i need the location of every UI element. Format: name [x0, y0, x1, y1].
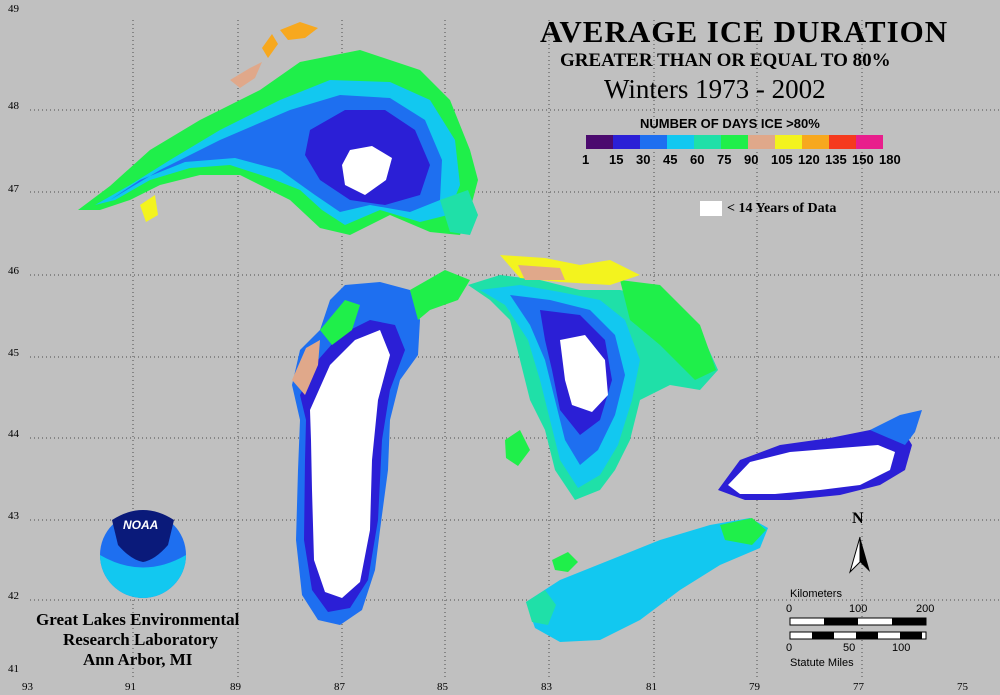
longitude-label: 77	[853, 681, 864, 693]
legend-tick-label: 15	[609, 152, 624, 167]
noaa-logo-text: NOAA	[123, 518, 159, 532]
map-subtitle: GREATER THAN OR EQUAL TO 80%	[560, 50, 891, 71]
scale-km-label: Kilometers	[790, 588, 842, 600]
no-data-label: < 14 Years of Data	[727, 201, 837, 216]
lake-ontario	[718, 410, 922, 500]
period-label: Winters 1973 - 2002	[604, 74, 826, 104]
scale-km-tick-1: 100	[849, 603, 868, 615]
lake-michigan	[292, 270, 470, 625]
longitude-label: 89	[230, 681, 241, 693]
longitude-label: 81	[646, 681, 657, 693]
legend-tick-label: 60	[690, 152, 705, 167]
lake-superior	[78, 22, 478, 235]
legend-tick-label: 105	[771, 152, 793, 167]
longitude-label: 79	[749, 681, 760, 693]
legend-swatch	[829, 135, 856, 149]
north-label: N	[852, 510, 864, 527]
latitude-label: 42	[8, 590, 19, 602]
longitude-label: 85	[437, 681, 448, 693]
scale-mi-tick-1: 50	[843, 642, 856, 654]
legend-swatch	[586, 135, 613, 149]
legend-tick-label: 150	[852, 152, 874, 167]
legend-swatch	[613, 135, 640, 149]
scale-km-tick-0: 0	[786, 603, 793, 615]
legend-swatch	[856, 135, 883, 149]
scale-mi-label: Statute Miles	[790, 657, 854, 669]
legend-swatch	[667, 135, 694, 149]
org-line3: Ann Arbor, MI	[83, 650, 193, 669]
scale-km-tick-2: 200	[916, 603, 935, 615]
map-title: AVERAGE ICE DURATION	[540, 14, 949, 49]
longitude-label: 83	[541, 681, 552, 693]
scale-bar	[789, 617, 927, 640]
legend-swatch	[775, 135, 802, 149]
longitude-label: 93	[22, 681, 33, 693]
org-line2: Research Laboratory	[63, 630, 219, 649]
legend-tick-label: 1	[582, 152, 590, 167]
legend-tick-label: 120	[798, 152, 820, 167]
scale-mi-tick-2: 100	[892, 642, 911, 654]
legend-tick-label: 180	[879, 152, 901, 167]
latitude-label: 41	[8, 663, 19, 675]
legend-tick-label: 30	[636, 152, 651, 167]
latitude-label: 46	[8, 265, 19, 277]
lake-huron	[468, 255, 718, 500]
latitude-label: 49	[8, 3, 19, 15]
legend-tick-label: 75	[717, 152, 732, 167]
lake-erie	[526, 518, 768, 642]
no-data-swatch	[700, 201, 722, 216]
noaa-logo-icon	[100, 510, 186, 598]
latitude-label: 43	[8, 510, 19, 522]
scale-mi-tick-0: 0	[786, 642, 793, 654]
legend-swatch	[640, 135, 667, 149]
legend-swatch	[721, 135, 748, 149]
north-arrow-icon	[848, 536, 870, 574]
org-line1: Great Lakes Environmental	[36, 610, 240, 629]
latitude-label: 45	[8, 347, 19, 359]
legend-ticks: 1 15 30 45 60 75 90 105 120 135 150 180	[578, 152, 938, 168]
latitude-label: 48	[8, 100, 19, 112]
legend-tick-label: 90	[744, 152, 759, 167]
legend-swatch	[694, 135, 721, 149]
longitude-label: 91	[125, 681, 136, 693]
lake-st-clair	[552, 552, 578, 572]
latitude-label: 44	[8, 428, 19, 440]
legend-title: NUMBER OF DAYS ICE >80%	[640, 116, 820, 131]
latitude-label: 47	[8, 183, 19, 195]
longitude-label: 87	[334, 681, 345, 693]
legend-tick-label: 135	[825, 152, 847, 167]
legend-swatch	[802, 135, 829, 149]
longitude-label: 75	[957, 681, 968, 693]
legend-swatch	[748, 135, 775, 149]
legend-colorbar	[586, 135, 883, 149]
legend-tick-label: 45	[663, 152, 678, 167]
